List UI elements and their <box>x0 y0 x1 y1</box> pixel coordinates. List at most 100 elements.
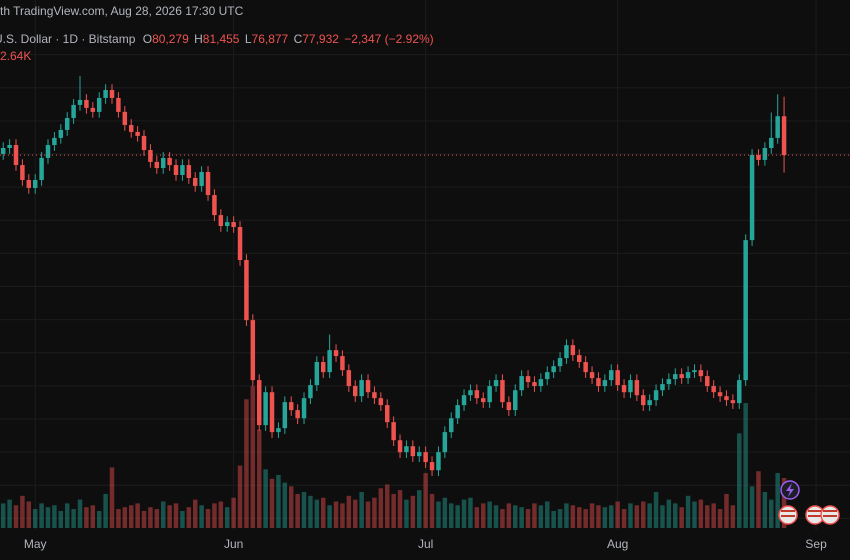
candle-body <box>32 179 38 188</box>
candle-body <box>372 392 377 399</box>
candle-body <box>621 385 627 393</box>
candle-body <box>416 452 422 457</box>
volume-bar <box>698 499 704 528</box>
lightning-glyph <box>786 483 794 497</box>
candle-body <box>615 370 620 386</box>
candle-body <box>429 462 435 471</box>
volume-pane <box>0 386 787 528</box>
volume-bar <box>660 505 665 528</box>
volume-bar <box>212 503 217 528</box>
candle-body <box>340 356 345 371</box>
volume-bar <box>621 509 627 528</box>
candle-body <box>205 172 211 196</box>
open-value: 80,279 <box>152 32 189 46</box>
volume-bar <box>84 507 89 528</box>
volume-bar <box>224 507 230 528</box>
candle-body <box>90 107 96 112</box>
candle-body <box>224 222 230 227</box>
candle-body <box>705 376 710 387</box>
candle-body <box>141 135 147 150</box>
flag-stripe <box>781 515 795 517</box>
candle-body <box>192 177 198 186</box>
volume-bar <box>775 473 780 528</box>
candle-body <box>583 362 588 373</box>
volume-bar <box>461 499 467 528</box>
x-tick-label: Jul <box>418 537 433 551</box>
candle-body <box>685 372 691 379</box>
candle-body <box>737 380 742 404</box>
candle-body <box>673 374 678 380</box>
candle-body <box>493 380 499 387</box>
candle-body <box>609 370 614 381</box>
flag-stripe <box>808 515 822 517</box>
volume-bar <box>781 478 787 528</box>
volume-bar <box>148 507 153 528</box>
candle-body <box>455 405 460 419</box>
candle-body <box>352 386 358 397</box>
candle-body <box>39 157 44 180</box>
volume-bar <box>762 492 768 528</box>
volume-bar <box>90 505 96 528</box>
volume-bar <box>256 429 262 528</box>
volume-bar <box>442 497 448 528</box>
volume-bar <box>557 509 563 528</box>
volume-bar <box>564 503 569 528</box>
flag-stripe <box>823 510 837 512</box>
volume-bar <box>602 507 608 528</box>
candle-body <box>557 358 563 367</box>
volume-bar <box>705 505 710 528</box>
volume-bar <box>378 488 384 528</box>
volume-bar <box>717 509 723 528</box>
candle-body <box>449 418 454 433</box>
candle-body <box>756 154 761 160</box>
x-tick-label: Sep <box>805 537 827 551</box>
candle-body <box>269 392 275 433</box>
volume-bar <box>340 503 345 528</box>
candle-body <box>244 259 249 321</box>
volume-bar <box>192 499 198 528</box>
candle-body <box>468 390 473 396</box>
candle-body <box>346 370 352 387</box>
volume-bar <box>410 495 416 528</box>
candle-body <box>26 179 32 188</box>
volume-bar <box>180 510 185 528</box>
candle-body <box>564 345 569 359</box>
volume-bar <box>135 503 140 528</box>
candle-body <box>333 350 339 357</box>
change-value: −2,347 (−2.92%) <box>344 32 433 46</box>
volume-bar <box>596 505 601 528</box>
volume-bar <box>20 495 25 528</box>
volume-bar <box>58 510 64 528</box>
volume-bar <box>730 505 736 528</box>
volume-bar <box>352 499 358 528</box>
volume-bar <box>685 495 691 528</box>
candle-body <box>724 396 729 401</box>
volume-bar <box>634 505 640 528</box>
volume-bar <box>743 403 748 528</box>
candle-body <box>500 380 505 403</box>
volume-value: 2.64K <box>0 49 31 63</box>
candle-body <box>378 398 384 406</box>
volume-bar <box>52 505 57 528</box>
candle-body <box>570 345 576 356</box>
candle-body <box>698 370 704 377</box>
candle-body <box>20 165 25 180</box>
volume-bar <box>737 433 742 528</box>
candle-body <box>327 350 332 373</box>
candle-body <box>436 452 441 471</box>
candle-body <box>320 362 326 373</box>
flag-stripe <box>808 510 822 512</box>
candle-body <box>282 402 288 429</box>
close-value: 77,932 <box>302 32 339 46</box>
volume-bar <box>416 490 422 528</box>
candle-body <box>628 380 633 393</box>
high-key: H <box>194 32 203 46</box>
candle-body <box>288 402 294 411</box>
candle-body <box>532 382 537 387</box>
candle-body <box>263 392 268 426</box>
volume-bar <box>519 507 524 528</box>
volume-bar <box>0 503 6 528</box>
flag-stripe <box>781 510 795 512</box>
candle-body <box>154 161 160 169</box>
